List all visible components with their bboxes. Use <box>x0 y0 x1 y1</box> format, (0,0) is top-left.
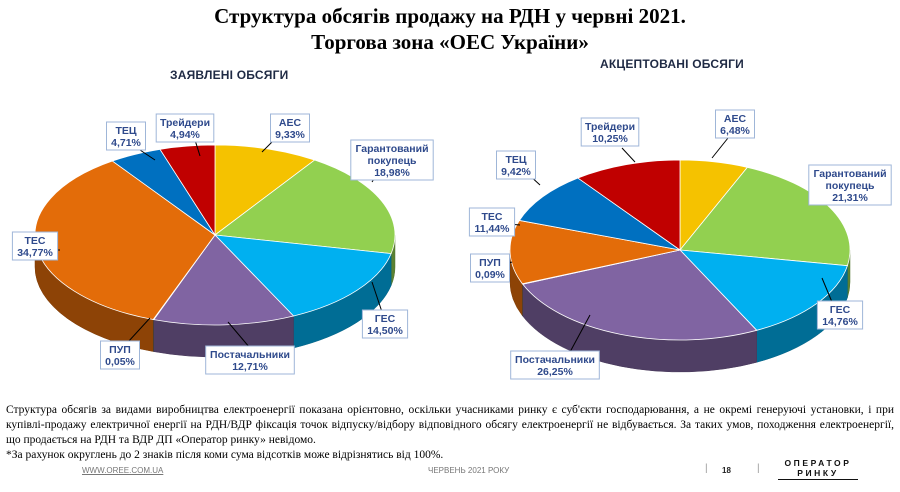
data-label-value: 21,31% <box>832 192 868 204</box>
data-label-name: покупець <box>368 155 417 167</box>
operator-logo: ОПЕРАТОР РИНКУ <box>778 458 858 483</box>
data-label-name: Трейдери <box>585 121 635 133</box>
data-label-value: 6,48% <box>720 125 750 137</box>
pie-sides <box>509 249 851 373</box>
data-label-value: 10,25% <box>592 133 628 145</box>
data-label-name: ТЕЦ <box>115 125 136 137</box>
data-label-value: 34,77% <box>17 247 53 259</box>
data-label-name: ПУП <box>109 344 131 356</box>
pie-slice-Трейдери <box>159 144 216 237</box>
data-label-value: 9,42% <box>501 166 531 178</box>
pie-charts: АЕС9,33%Гарантованийпокупець18,98%ГЕС14,… <box>11 109 892 380</box>
data-label-value: 4,71% <box>111 137 141 149</box>
data-label-value: 0,05% <box>105 356 135 368</box>
pie-slice-Постачальники <box>522 249 758 341</box>
logo-line2: РИНКУ <box>797 468 839 478</box>
page-title-line1: Структура обсягів продажу на РДН у червн… <box>214 4 686 28</box>
chart-title-declared: ЗАЯВЛЕНІ ОБСЯГИ <box>170 68 289 82</box>
footnote: Структура обсягів за видами виробництва … <box>6 403 894 463</box>
data-label-name: ТЕС <box>25 235 46 247</box>
data-label-value: 4,94% <box>170 129 200 141</box>
data-label-value: 14,76% <box>822 316 858 328</box>
data-label-name: ГЕС <box>375 313 396 325</box>
pie-slice-Гарантований покупець <box>213 159 396 255</box>
data-label-name: АЕС <box>724 113 747 125</box>
pie-slice-ТЕЦ <box>518 177 681 251</box>
data-label-name: ТЕЦ <box>505 154 526 166</box>
page-number: 18 <box>722 466 731 475</box>
chart-title-accepted: АКЦЕПТОВАНІ ОБСЯГИ <box>600 57 744 71</box>
pie-slice-АЕС <box>214 144 316 236</box>
page-title-line2: Торгова зона «ОЕС України» <box>311 30 589 54</box>
data-label-name: Постачальники <box>210 349 290 361</box>
data-label-name: ТЕС <box>482 211 503 223</box>
data-label-name: покупець <box>826 180 875 192</box>
data-label-value: 11,44% <box>474 223 510 235</box>
pie-slice-ТЕС <box>509 219 681 285</box>
data-label-name: Трейдери <box>160 117 210 129</box>
footer-divider-2: | <box>757 463 760 474</box>
footnote-rounding: *За рахунок округлень до 2 знаків після … <box>6 449 444 461</box>
data-label-value: 12,71% <box>232 361 268 373</box>
data-label-name: ГЕС <box>830 304 851 316</box>
pie-slice-Гарантований покупець <box>679 166 851 267</box>
pie-slice-Трейдери <box>577 159 681 251</box>
data-label-name: Гарантований <box>813 168 886 180</box>
data-label-name: Гарантований <box>355 143 428 155</box>
data-label-name: АЕС <box>279 117 302 129</box>
footer-url[interactable]: WWW.OREE.COM.UA <box>82 466 164 475</box>
data-label-name: Постачальники <box>515 354 595 366</box>
logo-line1: ОПЕРАТОР <box>784 458 852 468</box>
data-label-value: 26,25% <box>537 366 573 378</box>
data-label-value: 9,33% <box>275 129 305 141</box>
data-label-name: ПУП <box>479 257 501 269</box>
footer-divider: | <box>705 463 708 474</box>
data-label-value: 18,98% <box>374 167 410 179</box>
data-label-Гарантований покупець: Гарантованийпокупець21,31% <box>808 164 892 206</box>
data-label-value: 0,09% <box>475 269 505 281</box>
pie-slice-Постачальники <box>153 234 295 326</box>
footnote-text: Структура обсягів за видами виробництва … <box>6 404 894 446</box>
pie-slice-ГЕС <box>678 249 848 331</box>
footer-date: ЧЕРВЕНЬ 2021 РОКУ <box>428 466 510 475</box>
pie-slice-ГЕС <box>213 234 392 317</box>
data-label-Гарантований покупець: Гарантованийпокупець18,98% <box>350 139 434 183</box>
data-label-value: 14,50% <box>367 325 403 337</box>
